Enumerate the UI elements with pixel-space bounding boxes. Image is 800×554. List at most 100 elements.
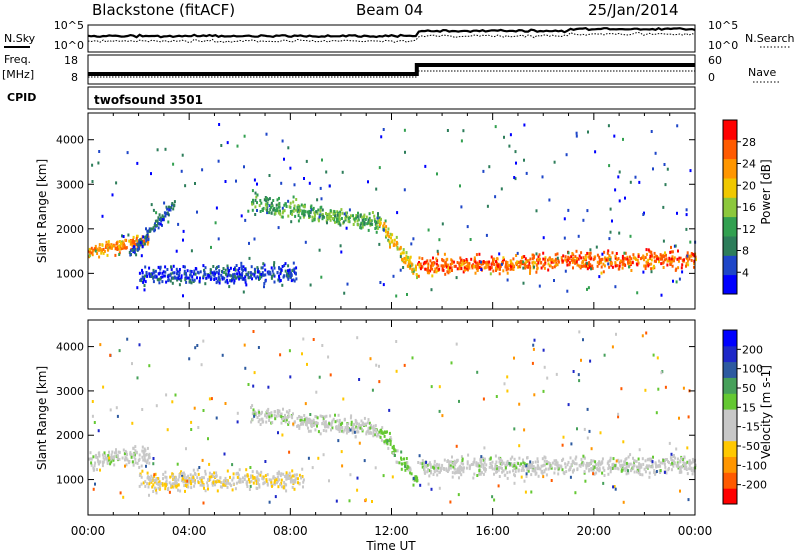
- data-cell: [188, 276, 191, 280]
- freq-tick-left-high: 18: [64, 54, 78, 67]
- data-cell: [570, 255, 573, 259]
- scatter-cell: [595, 245, 598, 249]
- data-cell: [635, 459, 638, 463]
- data-cell: [410, 472, 413, 476]
- data-cell: [462, 466, 465, 470]
- data-cell: [120, 242, 122, 246]
- data-cell: [569, 465, 572, 469]
- scatter-cell: [315, 390, 318, 394]
- scatter-cell: [590, 447, 593, 451]
- data-cell: [487, 265, 490, 269]
- data-cell: [132, 245, 135, 249]
- data-cell: [393, 448, 396, 452]
- data-cell: [213, 471, 216, 475]
- data-cell: [462, 259, 465, 263]
- data-cell: [166, 211, 169, 215]
- scatter-cell: [689, 240, 692, 244]
- data-cell: [493, 263, 496, 266]
- data-cell: [173, 200, 176, 204]
- data-cell: [316, 211, 319, 215]
- data-cell: [266, 473, 269, 477]
- data-cell: [288, 471, 291, 475]
- data-cell: [208, 475, 211, 479]
- scatter-cell: [561, 443, 564, 447]
- data-cell: [671, 264, 674, 268]
- scatter-cell: [525, 464, 528, 468]
- data-cell: [293, 420, 296, 424]
- colorbar-swatch: [723, 361, 737, 378]
- data-cell: [408, 259, 410, 263]
- data-cell: [250, 274, 253, 278]
- data-cell: [621, 266, 624, 270]
- data-cell: [292, 278, 295, 282]
- data-cell: [144, 236, 147, 240]
- data-cell: [184, 272, 187, 276]
- scatter-cell: [150, 172, 152, 176]
- data-cell: [611, 464, 614, 468]
- scatter-cell: [607, 262, 610, 266]
- data-cell: [656, 255, 658, 259]
- data-cell: [215, 471, 218, 475]
- data-cell: [157, 278, 160, 282]
- data-cell: [665, 257, 668, 261]
- data-cell: [677, 249, 679, 253]
- scatter-cell: [457, 493, 460, 497]
- data-cell: [605, 258, 608, 262]
- data-cell: [222, 267, 225, 270]
- data-cell: [540, 260, 543, 264]
- ytick-label: 2000: [56, 429, 84, 442]
- data-cell: [434, 267, 437, 271]
- data-cell: [374, 227, 377, 230]
- data-cell: [642, 254, 645, 258]
- data-cell: [196, 476, 199, 480]
- data-cell: [289, 275, 292, 279]
- data-cell: [90, 463, 93, 467]
- data-cell: [608, 254, 611, 258]
- data-cell: [430, 465, 433, 469]
- data-cell: [628, 258, 631, 262]
- data-cell: [129, 253, 132, 257]
- data-cell: [547, 262, 550, 266]
- data-cell: [298, 426, 301, 430]
- data-cell: [506, 463, 509, 467]
- data-cell: [409, 264, 412, 268]
- data-cell: [621, 256, 624, 260]
- data-cell: [244, 267, 247, 271]
- scatter-cell: [180, 472, 183, 475]
- data-cell: [425, 465, 428, 469]
- data-cell: [256, 471, 259, 474]
- data-cell: [192, 272, 195, 276]
- scatter-cell: [543, 365, 546, 369]
- scatter-cell: [664, 183, 667, 187]
- scatter-cell: [358, 441, 361, 445]
- data-cell: [623, 460, 626, 464]
- data-cell: [291, 209, 294, 213]
- scatter-cell: [654, 151, 657, 155]
- scatter-cell: [455, 342, 458, 346]
- data-cell: [278, 274, 280, 278]
- scatter-cell: [395, 369, 398, 373]
- data-cell: [649, 254, 652, 258]
- data-cell: [165, 479, 168, 483]
- data-cell: [493, 467, 496, 471]
- data-cell: [478, 266, 481, 269]
- data-cell: [647, 248, 650, 252]
- scatter-cell: [190, 420, 193, 424]
- data-cell: [322, 419, 325, 423]
- data-cell: [261, 207, 264, 211]
- data-cell: [647, 264, 650, 268]
- scatter-cell: [231, 463, 234, 467]
- data-cell: [191, 275, 194, 279]
- data-cell: [142, 481, 145, 485]
- data-cell: [574, 255, 577, 259]
- data-cell: [209, 478, 212, 482]
- data-cell: [244, 275, 247, 279]
- data-cell: [191, 278, 194, 282]
- scatter-cell: [320, 275, 323, 279]
- data-cell: [522, 468, 525, 472]
- data-cell: [137, 245, 140, 249]
- data-cell: [334, 220, 336, 224]
- scatter-cell: [321, 208, 324, 212]
- data-cell: [654, 461, 657, 465]
